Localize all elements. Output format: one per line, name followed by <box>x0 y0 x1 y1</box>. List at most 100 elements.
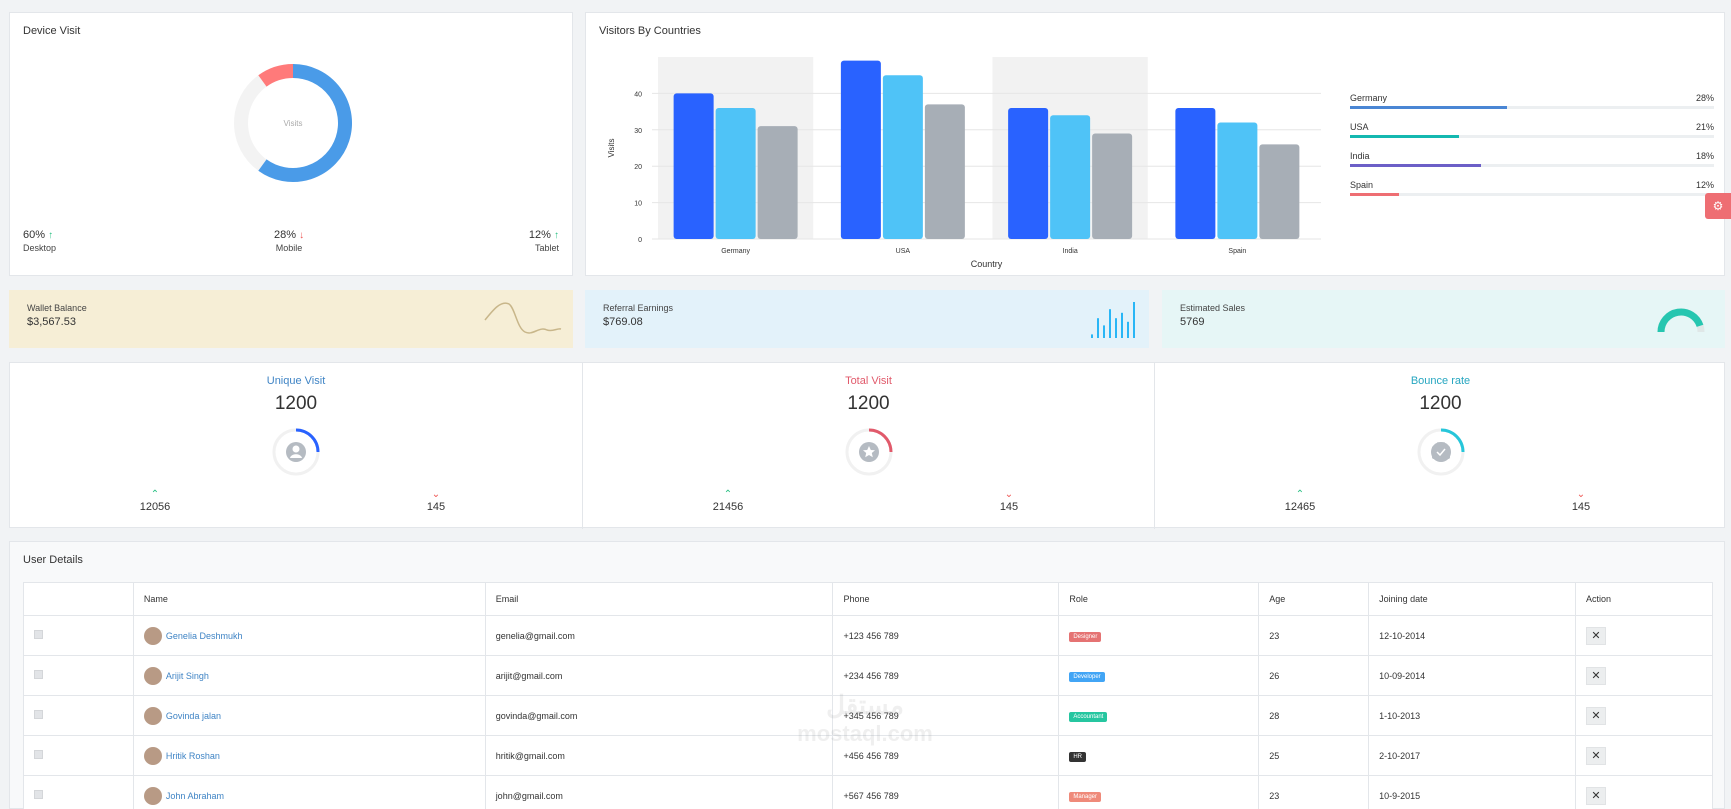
phone-cell: +345 456 789 <box>832 695 1060 736</box>
delete-button[interactable]: ✕ <box>1586 706 1606 725</box>
x-tick-label: India <box>1063 248 1078 255</box>
tablet-stat: 12% ↑ Tablet <box>529 229 559 253</box>
user-icon-head <box>292 445 300 453</box>
stat-down: ⌄ 145 <box>979 489 1039 513</box>
spark-bar <box>1097 318 1099 338</box>
row-checkbox-cell <box>23 775 134 809</box>
avatar <box>143 706 162 725</box>
chevron-up-icon: ⌃ <box>723 489 733 500</box>
name-cell: Arijit Singh <box>132 655 486 696</box>
user-name-link[interactable]: Arijit Singh <box>165 670 209 681</box>
referral-earnings-card: Referral Earnings $769.08 <box>585 290 1149 348</box>
bar <box>1217 122 1258 239</box>
arrow-down-icon: ↓ <box>299 230 305 241</box>
gear-icon: ⚙ <box>1712 199 1724 213</box>
role-cell: Developer <box>1058 655 1260 696</box>
stat-title: Total Visit <box>845 375 892 387</box>
delete-button[interactable]: ✕ <box>1586 626 1606 645</box>
role-badge: Developer <box>1069 671 1105 682</box>
close-icon: ✕ <box>1591 789 1601 802</box>
table-header-row: Name Email Phone Role Age Joining date A… <box>23 582 1713 616</box>
spark-bar <box>1121 312 1123 338</box>
row-checkbox[interactable] <box>34 790 43 799</box>
stat-value: 1200 <box>847 393 890 414</box>
avatar <box>143 746 162 765</box>
stat-value: 1200 <box>274 393 318 414</box>
delete-button[interactable]: ✕ <box>1586 666 1606 685</box>
column-header[interactable]: Joining date <box>1368 582 1576 616</box>
column-header[interactable]: Age <box>1258 582 1370 616</box>
user-name-link[interactable]: Govinda jalan <box>165 710 221 721</box>
bar <box>757 126 798 239</box>
donut-slice-desktop <box>258 64 352 182</box>
close-icon: ✕ <box>1591 749 1601 762</box>
age-cell: 23 <box>1258 615 1370 656</box>
bar <box>715 107 756 240</box>
name-cell: Hritik Roshan <box>132 735 486 776</box>
bar <box>1175 107 1216 240</box>
column-header <box>23 582 134 616</box>
progress-fill <box>1350 164 1482 167</box>
settings-button[interactable]: ⚙ <box>1705 193 1731 219</box>
bar <box>1259 144 1300 239</box>
name-cell: Genelia Deshmukh <box>132 615 486 656</box>
bar <box>1092 133 1133 239</box>
name-cell: John Abraham <box>132 775 486 809</box>
user-name-link[interactable]: John Abraham <box>165 790 224 801</box>
country-name: Spain <box>1350 180 1374 190</box>
email-cell: govinda@gmail.com <box>484 695 834 736</box>
wallet-value: $3,567.53 <box>27 316 76 328</box>
column-header[interactable]: Email <box>484 582 834 616</box>
wallet-balance-card: Wallet Balance $3,567.53 <box>9 290 573 348</box>
user-name-link[interactable]: Genelia Deshmukh <box>165 630 243 641</box>
sales-label: Estimated Sales <box>1180 303 1246 313</box>
phone-cell: +123 456 789 <box>832 615 1060 656</box>
avatar <box>143 666 162 685</box>
role-badge: HR <box>1069 751 1086 762</box>
country-pct: 21% <box>1695 122 1714 132</box>
row-checkbox-cell <box>23 695 134 736</box>
table-row: Genelia Deshmukh genelia@gmail.com +123 45… <box>23 615 1713 656</box>
countries-bar-chart: 0 10 20 30 40 Germany USA India Spain Country Visi… <box>607 57 1321 269</box>
progress-track <box>1350 106 1714 109</box>
column-header[interactable]: Role <box>1058 582 1260 616</box>
column-header[interactable]: Name <box>132 582 486 616</box>
row-checkbox[interactable] <box>34 710 43 719</box>
country-pct: 28% <box>1695 93 1714 103</box>
table-row: Hritik Roshan hritik@gmail.com +456 456 78… <box>23 735 1713 776</box>
row-checkbox[interactable] <box>34 750 43 759</box>
progress-fill <box>1350 135 1460 138</box>
progress-track <box>1350 135 1714 138</box>
delete-button[interactable]: ✕ <box>1586 746 1606 765</box>
mobile-label: Mobile <box>275 243 303 253</box>
column-header[interactable]: Phone <box>832 582 1060 616</box>
y-tick-label: 10 <box>634 201 642 208</box>
x-tick-label: Germany <box>721 248 750 255</box>
phone-cell: +456 456 789 <box>832 735 1060 776</box>
delete-button[interactable]: ✕ <box>1586 786 1606 805</box>
device-visit-card: Device Visit Visits 60% ↑ Desktop 28% ↓ … <box>9 12 573 276</box>
y-axis-label: Visits <box>607 139 616 158</box>
date-cell: 12-10-2014 <box>1368 615 1576 656</box>
stat-ring <box>1417 428 1465 476</box>
stat-bounce-rate: Bounce rate 1200 ⌃ 12465 ⌄ 145 <box>1154 363 1726 529</box>
column-header: Action <box>1575 582 1713 616</box>
spark-bar <box>1127 321 1129 338</box>
user-details-title: User Details <box>23 554 83 566</box>
donut-center-label: Visits <box>284 119 303 128</box>
visit-stats-card: Unique Visit 1200 ⌃ 12056 ⌄ 145 Total Visi… <box>9 362 1726 529</box>
email-cell: genelia@gmail.com <box>484 615 834 656</box>
stat-ring <box>845 428 893 476</box>
bar <box>1050 115 1091 239</box>
row-checkbox[interactable] <box>34 670 43 679</box>
stat-ring <box>272 428 320 476</box>
stat-up: ⌃ 21456 <box>698 489 758 513</box>
user-name-link[interactable]: Hritik Roshan <box>165 750 220 761</box>
arrow-up-icon: ↑ <box>554 230 559 241</box>
email-cell: john@gmail.com <box>484 775 834 809</box>
row-checkbox[interactable] <box>34 630 43 639</box>
phone-cell: +234 456 789 <box>832 655 1060 696</box>
referral-value: $769.08 <box>603 316 643 328</box>
age-cell: 26 <box>1258 655 1370 696</box>
stat-down-value: 145 <box>1571 501 1591 513</box>
